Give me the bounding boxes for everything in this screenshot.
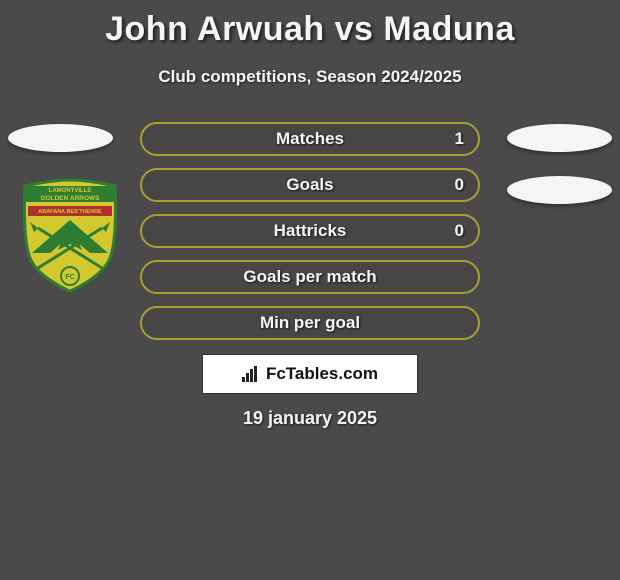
stat-label: Goals — [286, 175, 333, 195]
avatar-player-right-2 — [507, 176, 612, 204]
stat-label: Min per goal — [260, 313, 360, 333]
shield-icon: LAMONTVILLE GOLDEN ARROWS ABAFANA BES'TH… — [20, 178, 120, 293]
stat-row-goals: Goals 0 — [140, 168, 480, 202]
stats-table: Matches 1 Goals 0 Hattricks 0 Goals per … — [140, 122, 480, 352]
stat-label: Goals per match — [243, 267, 376, 287]
brand-text: FcTables.com — [266, 364, 378, 384]
page-subtitle: Club competitions, Season 2024/2025 — [0, 67, 620, 87]
badge-main-text: GOLDEN ARROWS — [41, 195, 101, 202]
avatar-player-right-1 — [507, 124, 612, 152]
stat-value: 0 — [455, 221, 464, 241]
badge-banner-text: ABAFANA BES'THENDE — [38, 209, 102, 215]
badge-fc-text: FC — [65, 274, 74, 281]
club-badge: LAMONTVILLE GOLDEN ARROWS ABAFANA BES'TH… — [20, 178, 120, 293]
avatar-player-left — [8, 124, 113, 152]
stat-label: Hattricks — [274, 221, 347, 241]
chart-icon — [242, 366, 260, 382]
stat-row-hattricks: Hattricks 0 — [140, 214, 480, 248]
stat-value: 0 — [455, 175, 464, 195]
badge-top-text: LAMONTVILLE — [49, 188, 92, 194]
page-title: John Arwuah vs Maduna — [0, 0, 620, 49]
stat-label: Matches — [276, 129, 344, 149]
stat-row-min-per-goal: Min per goal — [140, 306, 480, 340]
brand-link[interactable]: FcTables.com — [202, 354, 418, 394]
date-label: 19 january 2025 — [0, 408, 620, 429]
stat-row-matches: Matches 1 — [140, 122, 480, 156]
stat-value: 1 — [455, 129, 464, 149]
stat-row-goals-per-match: Goals per match — [140, 260, 480, 294]
